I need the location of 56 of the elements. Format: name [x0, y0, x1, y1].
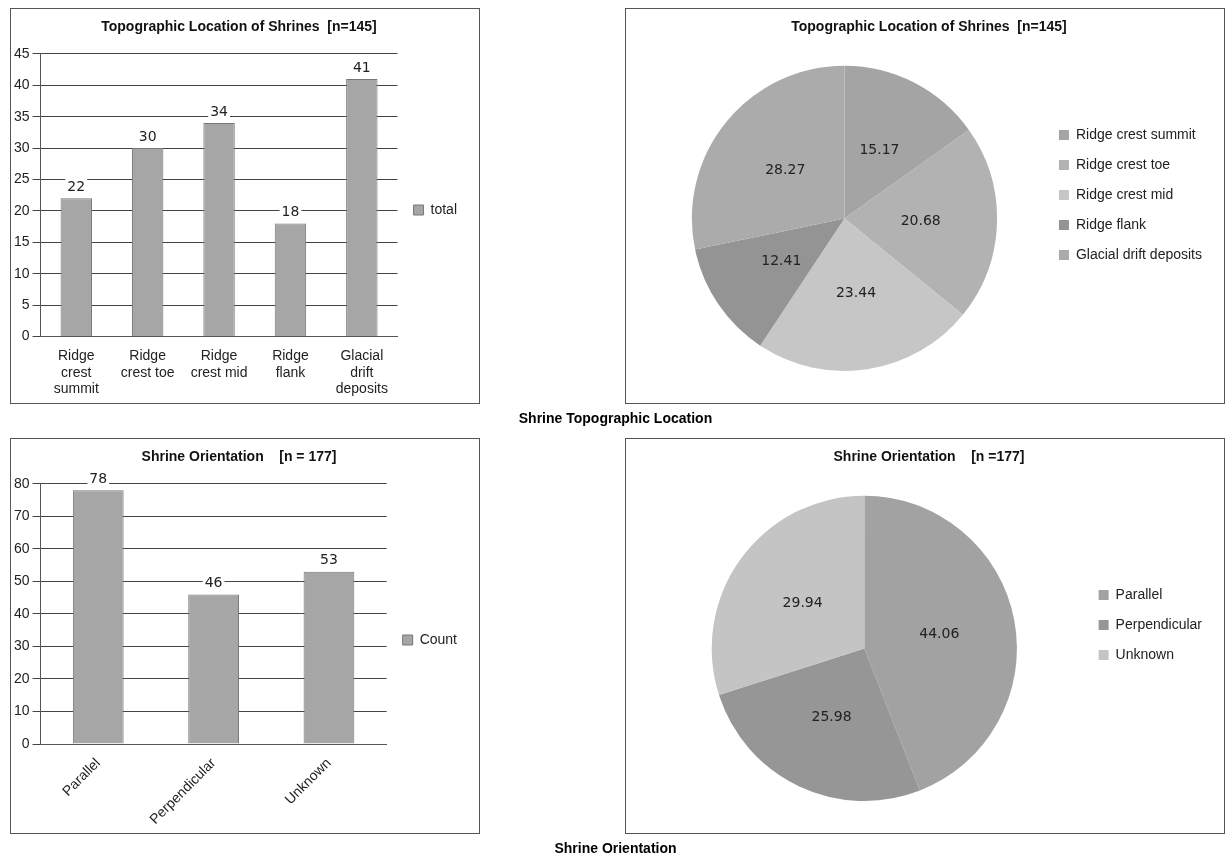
text: Shrine Topographic Location: [517, 410, 714, 426]
y-tick-label: 30: [13, 637, 30, 654]
x-tick-label: Ridge flank: [272, 346, 309, 380]
data-label: 29.94: [782, 594, 823, 611]
y-tick-label: 35: [13, 107, 30, 124]
legend-label: Ridge crest toe: [1075, 155, 1171, 172]
data-label: 34: [210, 102, 229, 119]
y-tick-label: 50: [13, 572, 30, 589]
legend-label: Ridge crest mid: [1075, 185, 1174, 202]
x-tick-label: Ridge crest summit: [53, 346, 99, 397]
y-tick-label: 70: [13, 507, 30, 524]
data-label: 46: [204, 574, 223, 591]
legend-label: Parallel: [1115, 585, 1163, 602]
legend-label: total: [430, 200, 458, 217]
y-tick-label: 10: [13, 702, 30, 719]
data-label: 20.68: [900, 211, 941, 228]
y-tick-label: 15: [13, 233, 30, 250]
y-tick-label: 30: [13, 138, 30, 155]
y-tick-label: 40: [13, 76, 30, 93]
text: Shrine Orientation: [553, 840, 678, 856]
data-label: 30: [138, 127, 157, 144]
data-label: 22: [67, 177, 86, 194]
y-tick-label: 0: [21, 734, 30, 751]
legend-label: Ridge flank: [1075, 215, 1147, 232]
data-label: 41: [352, 58, 371, 75]
x-tick-label: Glacial drift deposits: [335, 346, 388, 397]
data-label: 25.98: [811, 707, 852, 724]
data-label: 18: [281, 203, 300, 220]
y-tick-label: 25: [13, 170, 30, 187]
data-label: 53: [320, 551, 338, 568]
y-tick-label: 20: [13, 201, 30, 218]
data-label: 44.06: [919, 624, 960, 641]
data-label: 23.44: [835, 284, 877, 301]
y-tick-label: 10: [13, 264, 30, 281]
y-tick-label: 45: [13, 44, 30, 61]
legend-label: Ridge crest summit: [1075, 125, 1196, 142]
data-label: 28.27: [765, 160, 806, 177]
data-label: 15.17: [859, 141, 900, 158]
legend-label: Unknown: [1115, 645, 1174, 662]
x-tick-label: Ridge crest toe: [120, 346, 175, 380]
data-label: 78: [89, 469, 108, 486]
data-label: 12.41: [761, 251, 802, 268]
chart-title: Topographic Location of Shrines [n=145]: [791, 18, 1067, 35]
y-tick-label: 5: [21, 296, 30, 313]
chart-title: Topographic Location of Shrines [n=145]: [101, 18, 377, 35]
legend-label: Glacial drift deposits: [1075, 245, 1203, 262]
chart-title: Shrine Orientation [n =177]: [833, 448, 1025, 465]
chart-title: Shrine Orientation [n = 177]: [141, 448, 337, 465]
y-tick-label: 20: [13, 669, 30, 686]
y-tick-label: 40: [13, 604, 30, 621]
y-tick-label: 60: [13, 539, 30, 556]
y-tick-label: 80: [13, 474, 30, 491]
y-tick-label: 0: [21, 327, 30, 344]
legend-label: Count: [419, 630, 458, 647]
x-tick-label: Ridge crest mid: [190, 346, 248, 380]
legend-label: Perpendicular: [1115, 615, 1203, 632]
